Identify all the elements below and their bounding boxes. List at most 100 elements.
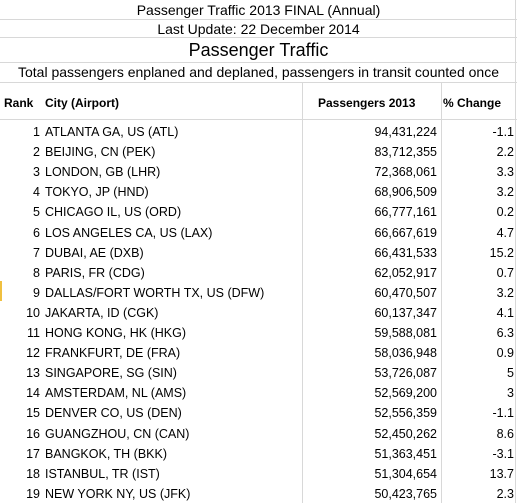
passengers-cell: 68,906,509 (374, 182, 437, 202)
change-cell: 5 (507, 363, 514, 383)
change-cell: 0.9 (497, 343, 514, 363)
table-row[interactable]: 18 ISTANBUL, TR (IST) 51,304,654 13.7 (0, 464, 517, 484)
change-cell: 3.2 (497, 283, 514, 303)
table-row[interactable]: 8 PARIS, FR (CDG) 62,052,917 0.7 (0, 263, 517, 283)
change-cell: 15.2 (490, 243, 514, 263)
table-row[interactable]: 14 AMSTERDAM, NL (AMS) 52,569,200 3 (0, 383, 517, 403)
city-cell: ATLANTA GA, US (ATL) (45, 122, 178, 142)
rank-cell: 9 (33, 283, 40, 303)
table-row[interactable]: 9 DALLAS/FORT WORTH TX, US (DFW) 60,470,50… (0, 283, 517, 303)
change-cell: 3 (507, 383, 514, 403)
rank-cell: 14 (26, 383, 40, 403)
passengers-cell: 83,712,355 (374, 142, 437, 162)
passengers-cell: 66,431,533 (374, 243, 437, 263)
table-row[interactable]: 16 GUANGZHOU, CN (CAN) 52,450,262 8.6 (0, 424, 517, 444)
change-cell: 0.2 (497, 202, 514, 222)
passengers-cell: 58,036,948 (374, 343, 437, 363)
change-cell: 6.3 (497, 323, 514, 343)
change-cell: 4.1 (497, 303, 514, 323)
column-header-rank: Rank (4, 94, 33, 112)
last-update: Last Update: 22 December 2014 (0, 20, 517, 38)
passengers-cell: 60,137,347 (374, 303, 437, 323)
rank-cell: 1 (33, 122, 40, 142)
table-row[interactable]: 15 DENVER CO, US (DEN) 52,556,359 -1.1 (0, 403, 517, 423)
table-row[interactable]: 12 FRANKFURT, DE (FRA) 58,036,948 0.9 (0, 343, 517, 363)
grid-line (0, 119, 517, 120)
city-cell: BANGKOK, TH (BKK) (45, 444, 167, 464)
passengers-cell: 50,423,765 (374, 484, 437, 504)
passengers-cell: 52,569,200 (374, 383, 437, 403)
rank-cell: 16 (26, 424, 40, 444)
passengers-cell: 53,726,087 (374, 363, 437, 383)
table-row[interactable]: 3 LONDON, GB (LHR) 72,368,061 3.3 (0, 162, 517, 182)
change-cell: 3.2 (497, 182, 514, 202)
sheet-heading: Passenger Traffic (0, 38, 517, 62)
rank-cell: 13 (26, 363, 40, 383)
report-title: Passenger Traffic 2013 FINAL (Annual) (0, 1, 517, 19)
change-cell: 2.2 (497, 142, 514, 162)
column-header-city: City (Airport) (45, 94, 119, 112)
table-row[interactable]: 2 BEIJING, CN (PEK) 83,712,355 2.2 (0, 142, 517, 162)
passengers-cell: 52,556,359 (374, 403, 437, 423)
rank-cell: 2 (33, 142, 40, 162)
passengers-cell: 52,450,262 (374, 424, 437, 444)
table-row[interactable]: 10 JAKARTA, ID (CGK) 60,137,347 4.1 (0, 303, 517, 323)
rank-cell: 19 (26, 484, 40, 504)
table-row[interactable]: 1 ATLANTA GA, US (ATL) 94,431,224 -1.1 (0, 122, 517, 142)
city-cell: AMSTERDAM, NL (AMS) (45, 383, 186, 403)
city-cell: DENVER CO, US (DEN) (45, 403, 182, 423)
rank-cell: 18 (26, 464, 40, 484)
city-cell: LOS ANGELES CA, US (LAX) (45, 223, 212, 243)
change-cell: -1.1 (492, 122, 514, 142)
city-cell: LONDON, GB (LHR) (45, 162, 160, 182)
city-cell: TOKYO, JP (HND) (45, 182, 149, 202)
passengers-cell: 72,368,061 (374, 162, 437, 182)
change-cell: 0.7 (497, 263, 514, 283)
rank-cell: 12 (26, 343, 40, 363)
rank-cell: 6 (33, 223, 40, 243)
change-cell: 13.7 (490, 464, 514, 484)
passengers-cell: 94,431,224 (374, 122, 437, 142)
rank-cell: 4 (33, 182, 40, 202)
table-row[interactable]: 4 TOKYO, JP (HND) 68,906,509 3.2 (0, 182, 517, 202)
city-cell: DUBAI, AE (DXB) (45, 243, 144, 263)
city-cell: SINGAPORE, SG (SIN) (45, 363, 177, 383)
city-cell: ISTANBUL, TR (IST) (45, 464, 160, 484)
city-cell: JAKARTA, ID (CGK) (45, 303, 158, 323)
rank-cell: 5 (33, 202, 40, 222)
change-cell: 8.6 (497, 424, 514, 444)
rank-cell: 11 (27, 323, 40, 343)
change-cell: 4.7 (497, 223, 514, 243)
rank-cell: 17 (26, 444, 40, 464)
table-row[interactable]: 11 HONG KONG, HK (HKG) 59,588,081 6.3 (0, 323, 517, 343)
change-cell: 3.3 (497, 162, 514, 182)
table-row[interactable]: 19 NEW YORK NY, US (JFK) 50,423,765 2.3 (0, 484, 517, 504)
table-row[interactable]: 7 DUBAI, AE (DXB) 66,431,533 15.2 (0, 243, 517, 263)
city-cell: HONG KONG, HK (HKG) (45, 323, 186, 343)
passengers-cell: 59,588,081 (374, 323, 437, 343)
column-header-change: % Change (443, 94, 501, 112)
passengers-cell: 66,777,161 (374, 202, 437, 222)
column-header-passengers: Passengers 2013 (318, 94, 415, 112)
grid-line (0, 82, 517, 83)
city-cell: PARIS, FR (CDG) (45, 263, 145, 283)
change-cell: 2.3 (497, 484, 514, 504)
rank-cell: 15 (26, 403, 40, 423)
passengers-cell: 60,470,507 (374, 283, 437, 303)
city-cell: DALLAS/FORT WORTH TX, US (DFW) (45, 283, 264, 303)
table-row[interactable]: 13 SINGAPORE, SG (SIN) 53,726,087 5 (0, 363, 517, 383)
table-row[interactable]: 6 LOS ANGELES CA, US (LAX) 66,667,619 4.7 (0, 223, 517, 243)
rank-cell: 7 (33, 243, 40, 263)
city-cell: CHICAGO IL, US (ORD) (45, 202, 181, 222)
rank-cell: 8 (33, 263, 40, 283)
sheet-subtitle: Total passengers enplaned and deplaned, … (0, 63, 517, 81)
passengers-cell: 62,052,917 (374, 263, 437, 283)
table-row[interactable]: 5 CHICAGO IL, US (ORD) 66,777,161 0.2 (0, 202, 517, 222)
change-cell: -3.1 (492, 444, 514, 464)
city-cell: NEW YORK NY, US (JFK) (45, 484, 190, 504)
table-row[interactable]: 17 BANGKOK, TH (BKK) 51,363,451 -3.1 (0, 444, 517, 464)
city-cell: FRANKFURT, DE (FRA) (45, 343, 180, 363)
city-cell: GUANGZHOU, CN (CAN) (45, 424, 189, 444)
passengers-cell: 51,363,451 (374, 444, 437, 464)
